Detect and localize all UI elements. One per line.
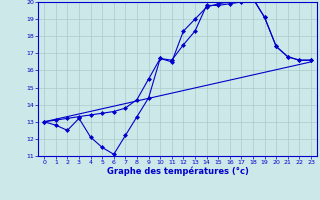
X-axis label: Graphe des températures (°c): Graphe des températures (°c) — [107, 167, 249, 176]
